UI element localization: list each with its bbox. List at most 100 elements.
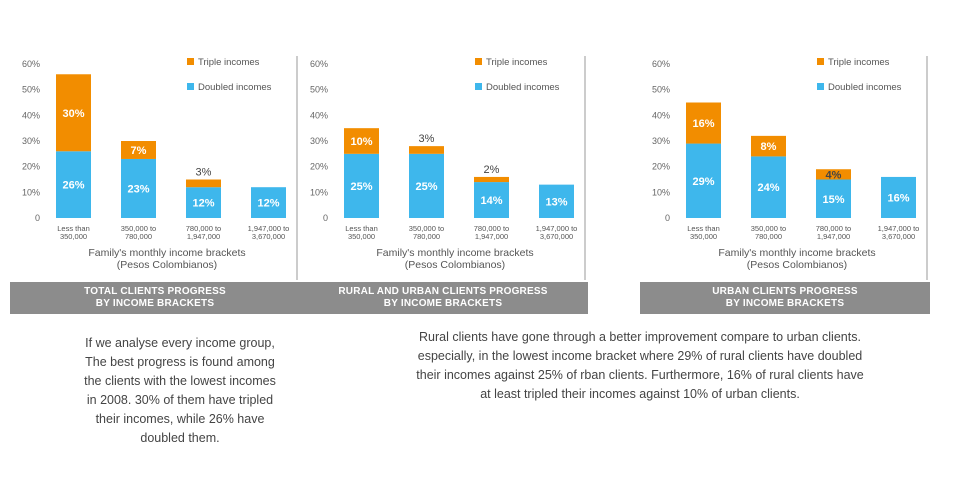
legend-label: Triple incomes (198, 57, 260, 68)
x-category-label: 350,000 (690, 232, 717, 241)
legend-swatch (187, 83, 194, 90)
legend-swatch (475, 58, 482, 65)
caption-line-2: BY INCOME BRACKETS (95, 298, 215, 309)
y-tick-label: 40% (310, 110, 328, 120)
bar-triple-label: 16% (692, 118, 714, 130)
bar-doubled-label: 29% (692, 176, 714, 188)
note-right: Rural clients have gone through a better… (380, 328, 900, 404)
y-tick-label: 10% (652, 187, 670, 197)
x-category-label: 3,670,000 (540, 232, 573, 241)
y-tick-label: 0 (665, 213, 670, 223)
bar-doubled (56, 151, 91, 218)
x-category-label: 1,947,000 to (878, 224, 920, 233)
note-line: especially, in the lowest income bracket… (417, 349, 863, 363)
chart-urban: 0 10% 20% 30% 40% 50% 60% Triple incomes Doubled… (652, 56, 928, 280)
bar-doubled-label: 16% (887, 192, 909, 204)
y-tick-label: 0 (323, 213, 328, 223)
bar-triple-label: 8% (761, 141, 777, 153)
x-category-label: 350,000 to (121, 224, 156, 233)
legend-label: Triple incomes (486, 57, 548, 68)
x-category-label: 350,000 (348, 232, 375, 241)
y-tick-label: 60% (652, 59, 670, 69)
bar-doubled-label: 25% (350, 181, 372, 193)
bar-triple-label: 30% (62, 108, 84, 120)
bar-triple (344, 128, 379, 154)
bar-doubled-label: 15% (822, 194, 844, 206)
bar-triple (816, 169, 851, 180)
bar-triple-label: 4% (826, 169, 842, 181)
y-tick-label: 30% (652, 136, 670, 146)
x-category-label: Less than (687, 224, 720, 233)
x-category-label: 1,947,000 (187, 232, 220, 241)
x-category-label: 350,000 to (409, 224, 444, 233)
legend-label: Doubled incomes (198, 82, 272, 93)
note-line: in 2008. 30% of them have tripled (86, 393, 274, 407)
chart-caption-total: TOTAL CLIENTS PROGRESS BY INCOME BRACKET… (10, 282, 300, 314)
x-axis-title: (Pesos Colombianos) (405, 259, 505, 271)
x-category-label: 1,947,000 to (536, 224, 578, 233)
x-category-label: 780,000 to (474, 224, 509, 233)
bar-doubled-label: 23% (127, 183, 149, 195)
chart-panel-rural-urban: 0 10% 20% 30% 40% 50% 60% Triple incomes Doubled… (298, 52, 588, 314)
bar-doubled-label: 12% (257, 198, 279, 210)
y-tick-label: 30% (310, 136, 328, 146)
note-line: at least tripled their incomes against 1… (480, 387, 800, 401)
chart-panel-urban: 0 10% 20% 30% 40% 50% 60% Triple incomes Doubled… (640, 52, 930, 314)
x-category-label: 350,000 to (751, 224, 786, 233)
note-line: their incomes against 25% of rban client… (416, 368, 864, 382)
note-line: the clients with the lowest incomes (84, 374, 276, 388)
y-tick-label: 0 (35, 213, 40, 223)
y-tick-label: 20% (310, 162, 328, 172)
legend-label: Doubled incomes (486, 82, 560, 93)
y-tick-label: 60% (22, 59, 40, 69)
bar-doubled (539, 184, 574, 218)
x-axis-title: Family's monthly income brackets (376, 247, 533, 259)
x-category-label: 1,947,000 (475, 232, 508, 241)
bar-doubled (409, 153, 444, 218)
bar-doubled (686, 143, 721, 218)
bar-doubled (816, 179, 851, 218)
note-line: If we analyse every income group, (85, 336, 275, 350)
x-category-label: 350,000 (60, 232, 87, 241)
legend-label: Doubled incomes (828, 82, 902, 93)
chart-panel-total: 0 10% 20% 30% 40% 50% 60% Triple incomes Doubled… (10, 52, 300, 314)
note-line: The best progress is found among (85, 355, 275, 369)
y-tick-label: 50% (310, 85, 328, 95)
note-left: If we analyse every income group, The be… (60, 334, 300, 448)
bar-triple-label: 7% (131, 145, 147, 157)
legend-swatch (475, 83, 482, 90)
bar-triple-label: 10% (350, 136, 372, 148)
y-tick-label: 40% (22, 110, 40, 120)
bar-doubled (474, 182, 509, 218)
x-category-label: 1,947,000 (817, 232, 850, 241)
bar-triple (121, 141, 156, 159)
x-category-label: 3,670,000 (882, 232, 915, 241)
legend-swatch (187, 58, 194, 65)
x-category-label: 1,947,000 to (248, 224, 290, 233)
bar-doubled-label: 12% (192, 198, 214, 210)
x-category-label: 780,000 (125, 232, 152, 241)
y-tick-label: 10% (22, 187, 40, 197)
x-category-label: 780,000 to (816, 224, 851, 233)
x-category-label: Less than (57, 224, 90, 233)
x-category-label: 3,670,000 (252, 232, 285, 241)
bar-doubled (344, 153, 379, 218)
x-axis-title: Family's monthly income brackets (718, 247, 875, 259)
bar-doubled (121, 158, 156, 218)
caption-line-2: BY INCOME BRACKETS (725, 298, 845, 309)
y-tick-label: 40% (652, 110, 670, 120)
bar-doubled-label: 13% (545, 196, 567, 208)
x-category-label: Less than (345, 224, 378, 233)
y-tick-label: 50% (22, 85, 40, 95)
y-tick-label: 50% (652, 85, 670, 95)
legend-label: Triple incomes (828, 57, 890, 68)
legend-swatch (817, 83, 824, 90)
bar-doubled-label: 26% (62, 180, 84, 192)
y-tick-label: 20% (652, 162, 670, 172)
chart-total: 0 10% 20% 30% 40% 50% 60% Triple incomes Doubled… (22, 56, 298, 280)
bar-doubled (251, 187, 286, 218)
x-category-label: 780,000 to (186, 224, 221, 233)
bar-doubled (751, 156, 786, 218)
x-category-label: 780,000 (755, 232, 782, 241)
bar-triple (686, 102, 721, 144)
